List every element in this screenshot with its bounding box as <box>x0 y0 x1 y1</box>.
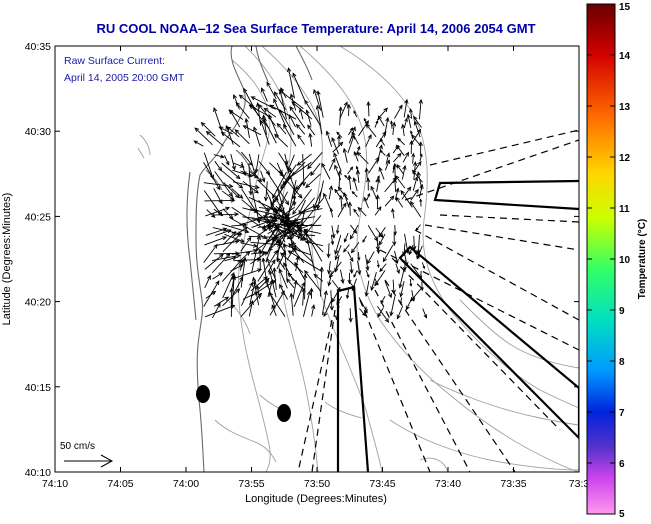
legend-label-line-1: Raw Surface Current: <box>64 55 165 67</box>
x-tick-label: 73:35 <box>500 478 526 490</box>
colorbar-tick-label: 7 <box>619 408 625 419</box>
scale-label: 50 cm/s <box>60 441 95 452</box>
colorbar-tick-label: 12 <box>619 153 631 164</box>
colorbar-tick-label: 6 <box>619 459 625 470</box>
x-tick-label: 73:3 <box>569 478 590 490</box>
y-tick-label: 40:30 <box>25 126 51 138</box>
colorbar-tick-label: 14 <box>619 51 631 62</box>
y-axis-label: Latitude (Degrees:Minutes) <box>1 193 13 326</box>
x-tick-label: 74:05 <box>107 478 133 490</box>
y-tick-label: 40:35 <box>25 41 51 53</box>
y-tick-label: 40:20 <box>25 297 51 309</box>
current-vector <box>350 308 351 321</box>
y-tick-label: 40:10 <box>25 467 51 479</box>
map-title: RU COOL NOAA‒12 Sea Surface Temperature:… <box>96 21 535 36</box>
colorbar-label: Temperature (°C) <box>637 219 648 300</box>
x-tick-label: 74:00 <box>173 478 199 490</box>
colorbar-tick-label: 8 <box>619 357 625 368</box>
x-axis-label: Longitude (Degrees:Minutes) <box>245 493 387 505</box>
colorbar-tick-label: 13 <box>619 102 631 113</box>
station-marker <box>277 404 291 422</box>
current-vector <box>350 202 351 215</box>
x-tick-label: 73:45 <box>369 478 395 490</box>
current-vector <box>328 243 329 257</box>
colorbar-tick-label: 15 <box>619 2 631 13</box>
y-tick-label: 40:15 <box>25 382 51 394</box>
x-tick-label: 73:55 <box>238 478 264 490</box>
x-tick-label: 73:40 <box>435 478 461 490</box>
x-tick-label: 74:10 <box>42 478 68 490</box>
colorbar-tick-label: 5 <box>619 509 625 519</box>
colorbar-tick-label: 10 <box>619 255 631 266</box>
colorbar-tick-label: 9 <box>619 306 625 317</box>
station-marker <box>196 385 210 403</box>
x-tick-label: 73:50 <box>304 478 330 490</box>
legend-label-line-2: April 14, 2005 20:00 GMT <box>64 72 185 84</box>
colorbar-tick-label: 11 <box>619 204 630 215</box>
y-tick-label: 40:25 <box>25 211 51 223</box>
